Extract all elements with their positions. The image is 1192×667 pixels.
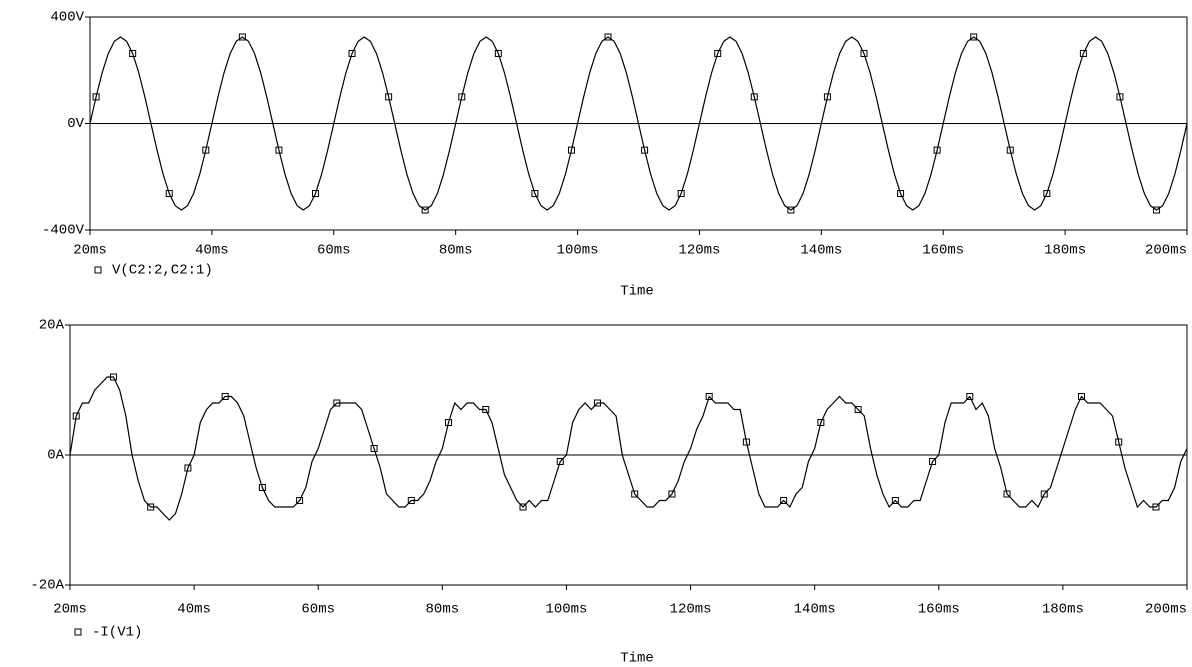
point-marker bbox=[1152, 503, 1160, 511]
legend-symbol bbox=[94, 266, 102, 274]
point-marker bbox=[1079, 49, 1087, 57]
legend-label: V(C2:2,C2:1) bbox=[112, 263, 213, 279]
point-marker bbox=[897, 190, 905, 198]
y-tick-label: -400V bbox=[42, 223, 85, 239]
x-tick-label: 140ms bbox=[794, 602, 836, 618]
point-marker bbox=[1040, 490, 1048, 498]
point-marker bbox=[705, 393, 713, 400]
point-marker bbox=[854, 406, 862, 413]
legend-symbol bbox=[74, 628, 82, 636]
point-marker bbox=[296, 497, 304, 504]
series-line bbox=[89, 36, 1188, 211]
y-tick-label: -20A bbox=[30, 578, 64, 594]
point-marker bbox=[445, 419, 453, 426]
point-marker bbox=[92, 93, 100, 101]
point-marker bbox=[1078, 393, 1086, 400]
point-marker bbox=[258, 484, 266, 491]
point-marker bbox=[677, 190, 685, 198]
point-marker bbox=[202, 146, 210, 154]
x-tick-label: 80ms bbox=[439, 243, 473, 259]
point-marker bbox=[742, 438, 750, 446]
point-marker bbox=[933, 146, 941, 154]
x-tick-label: 60ms bbox=[301, 602, 335, 618]
x-axis-label: Time bbox=[620, 651, 654, 667]
point-marker bbox=[714, 49, 722, 57]
y-tick-label: 20A bbox=[39, 318, 65, 334]
point-marker bbox=[787, 206, 795, 214]
point-marker bbox=[823, 93, 831, 101]
point-marker bbox=[1006, 146, 1014, 154]
point-marker bbox=[238, 33, 246, 41]
x-tick-label: 80ms bbox=[426, 602, 460, 618]
point-marker bbox=[531, 190, 539, 198]
point-marker bbox=[184, 464, 192, 472]
x-tick-label: 60ms bbox=[317, 243, 351, 259]
y-tick-label: 0V bbox=[67, 116, 84, 132]
x-tick-label: 120ms bbox=[670, 602, 712, 618]
point-marker bbox=[1153, 206, 1161, 214]
point-marker bbox=[1116, 93, 1124, 101]
point-marker bbox=[165, 190, 173, 198]
x-tick-label: 100ms bbox=[557, 243, 599, 259]
point-marker bbox=[567, 146, 575, 154]
x-tick-label: 180ms bbox=[1044, 243, 1086, 259]
point-marker bbox=[129, 49, 137, 57]
point-marker bbox=[333, 399, 341, 407]
x-tick-label: 20ms bbox=[53, 602, 87, 618]
point-marker bbox=[556, 458, 564, 465]
point-marker bbox=[891, 497, 899, 504]
point-marker bbox=[966, 393, 974, 400]
point-marker bbox=[604, 33, 612, 41]
point-marker bbox=[458, 93, 466, 101]
x-tick-label: 180ms bbox=[1042, 602, 1084, 618]
point-marker bbox=[311, 190, 319, 198]
point-marker bbox=[275, 146, 283, 154]
x-tick-label: 200ms bbox=[1145, 602, 1187, 618]
point-marker bbox=[750, 93, 758, 101]
point-marker bbox=[668, 490, 676, 498]
x-axis-label: Time bbox=[620, 284, 654, 300]
point-marker bbox=[385, 93, 393, 101]
point-marker bbox=[109, 373, 117, 381]
y-tick-label: 400V bbox=[50, 10, 84, 26]
x-tick-label: 100ms bbox=[545, 602, 587, 618]
point-marker bbox=[519, 503, 527, 511]
legend-label: -I(V1) bbox=[92, 625, 142, 641]
x-tick-label: 140ms bbox=[800, 243, 842, 259]
point-marker bbox=[421, 206, 429, 214]
point-marker bbox=[780, 497, 788, 504]
point-marker bbox=[147, 503, 155, 511]
x-tick-label: 120ms bbox=[678, 243, 720, 259]
point-marker bbox=[631, 490, 639, 498]
point-marker bbox=[72, 412, 80, 420]
x-tick-label: 40ms bbox=[177, 602, 211, 618]
point-marker bbox=[370, 445, 378, 452]
point-marker bbox=[1115, 438, 1123, 446]
point-marker bbox=[407, 497, 415, 504]
point-marker bbox=[348, 49, 356, 57]
y-tick-label: 0A bbox=[47, 448, 64, 464]
point-marker bbox=[482, 406, 490, 413]
series-line bbox=[69, 376, 1188, 521]
point-marker bbox=[1003, 490, 1011, 498]
x-tick-label: 160ms bbox=[922, 243, 964, 259]
point-marker bbox=[221, 393, 229, 400]
point-marker bbox=[970, 33, 978, 41]
point-marker bbox=[641, 146, 649, 154]
point-marker bbox=[593, 399, 601, 407]
point-marker bbox=[494, 49, 502, 57]
x-tick-label: 160ms bbox=[918, 602, 960, 618]
x-tick-label: 40ms bbox=[195, 243, 229, 259]
point-marker bbox=[860, 49, 868, 57]
point-marker bbox=[817, 419, 825, 426]
point-marker bbox=[929, 458, 937, 465]
point-marker bbox=[1043, 190, 1051, 198]
x-tick-label: 20ms bbox=[73, 243, 107, 259]
x-tick-label: 200ms bbox=[1145, 243, 1187, 259]
